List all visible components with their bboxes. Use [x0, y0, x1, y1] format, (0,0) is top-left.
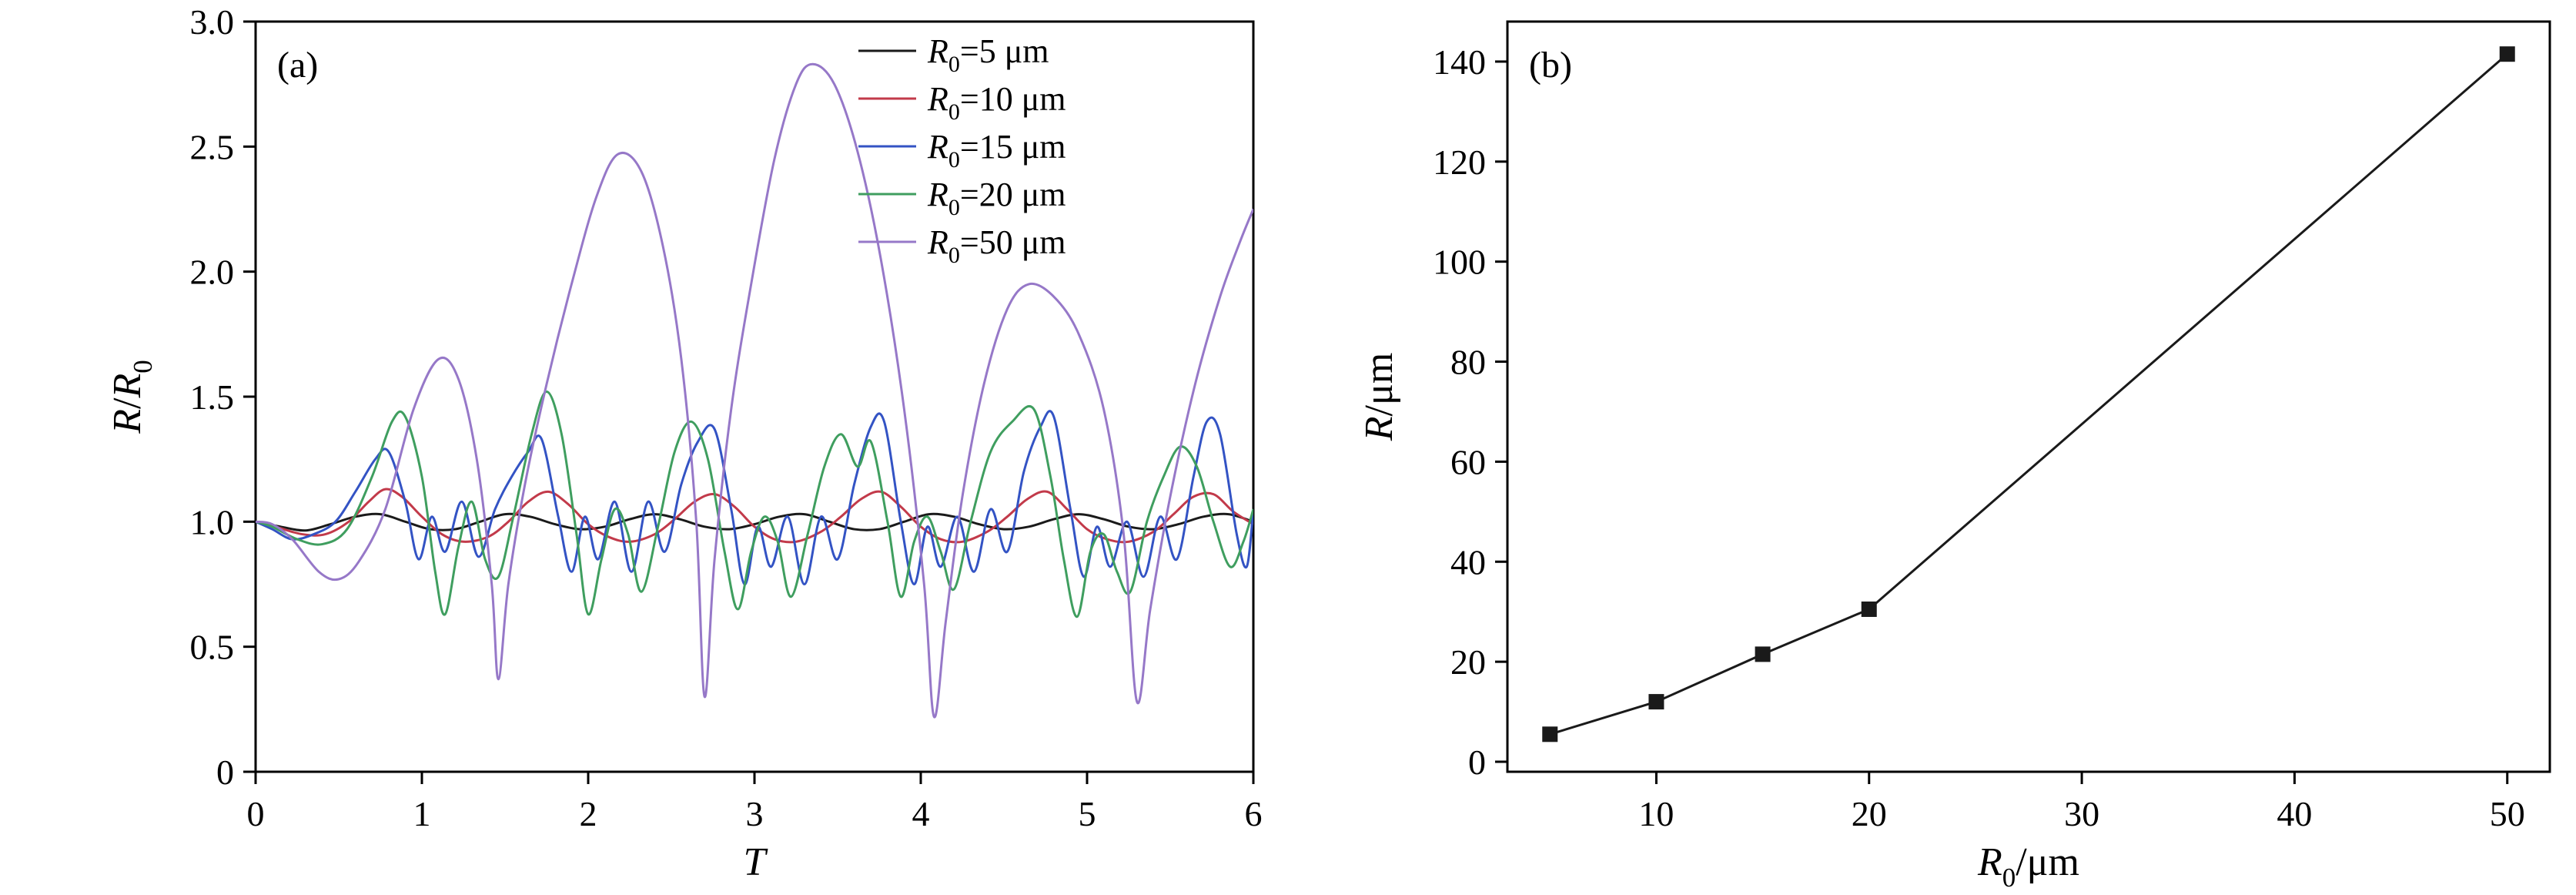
y-tick-label: 100 [1433, 243, 1486, 282]
series-line-r0-20 [256, 391, 1253, 618]
legend-label-r0-20: R0=20 μm [927, 176, 1066, 220]
y-tick-label: 3.0 [190, 2, 235, 42]
y-axis-label: R/μm [1357, 353, 1401, 442]
x-tick-label: 6 [1245, 794, 1263, 833]
plot-box [254, 20, 1255, 773]
x-tick-label: 30 [2064, 794, 2099, 833]
legend-label-r0-50: R0=50 μm [927, 223, 1066, 268]
y-tick-label: 1.0 [190, 502, 235, 541]
y-tick-label: 140 [1433, 42, 1486, 82]
x-axis-label: T [744, 840, 768, 884]
x-tick-label: 1 [413, 794, 431, 833]
series-line-r0-15 [256, 410, 1253, 586]
x-tick-label: 2 [580, 794, 597, 833]
y-tick-label: 0.5 [190, 628, 235, 667]
y-tick-label: 40 [1450, 542, 1486, 582]
y-tick-label: 0 [1468, 742, 1486, 782]
data-point-marker [1542, 726, 1558, 742]
data-point-marker [1861, 601, 1877, 617]
x-tick-label: 40 [2277, 794, 2312, 833]
panel-tag: (a) [277, 45, 318, 85]
series-line-r0-5 [256, 512, 1253, 532]
data-point-marker [1648, 694, 1664, 710]
y-tick-label: 60 [1450, 442, 1486, 481]
y-tick-label: 1.5 [190, 377, 235, 417]
y-axis-label: R/R0 [105, 360, 158, 434]
y-tick-label: 2.5 [190, 127, 235, 166]
x-axis-label: R0/μm [1977, 840, 2079, 893]
legend-label-r0-15: R0=15 μm [927, 128, 1066, 173]
x-tick-label: 4 [912, 794, 930, 833]
chart-panel-b: 10 20 30 40 50 0 20 40 60 80 100 120 140 R0/μm R/μm (b) [1357, 20, 2551, 893]
data-point-marker [1755, 646, 1771, 662]
x-tick-label: 0 [247, 794, 265, 833]
panel-tag: (b) [1529, 45, 1572, 85]
series-line-r0-50 [256, 62, 1253, 719]
x-tick-label: 20 [1852, 794, 1887, 833]
legend-label-r0-5: R0=5 μm [927, 32, 1049, 77]
series-line-r-vs-r0 [1549, 53, 2508, 736]
y-tick-label: 80 [1450, 343, 1486, 382]
x-tick-label: 3 [746, 794, 764, 833]
y-tick-label: 120 [1433, 142, 1486, 182]
plot-box [1506, 20, 2551, 773]
y-tick-label: 2.0 [190, 253, 235, 292]
y-tick-label: 0 [216, 753, 234, 792]
x-tick-label: 5 [1079, 794, 1096, 833]
x-tick-label: 50 [2490, 794, 2525, 833]
legend-label-r0-10: R0=10 μm [927, 80, 1066, 125]
x-tick-label: 10 [1638, 794, 1674, 833]
series-line-r0-10 [256, 488, 1253, 544]
chart-panel-a: 0 1 2 3 4 5 6 0 0.5 1.0 1.5 2.0 2.5 3.0 T R/R0 (a) R0=5 μ… [105, 2, 1263, 884]
y-tick-label: 20 [1450, 642, 1486, 682]
data-point-marker [2499, 46, 2515, 62]
